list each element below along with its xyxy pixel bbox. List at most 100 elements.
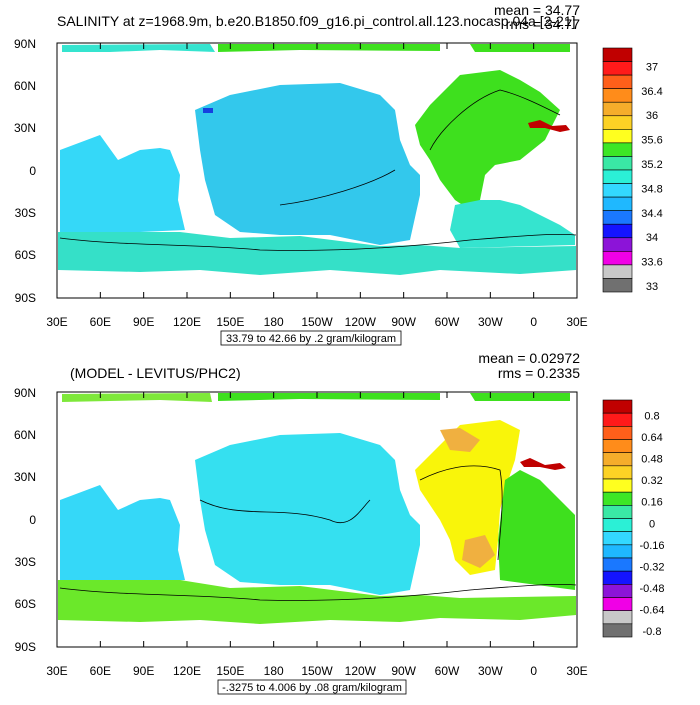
colorbar-swatch	[602, 623, 633, 638]
colorbar-label: 35.2	[641, 159, 662, 171]
panel2-orange-s	[462, 535, 495, 568]
x-tick-label: 180	[264, 315, 284, 329]
colorbar-label: 0.32	[641, 475, 662, 487]
x-tick-label: 90W	[391, 315, 416, 329]
colorbar-swatch	[602, 491, 633, 506]
x-tick-label: 30E	[566, 315, 587, 329]
colorbar-swatch	[602, 557, 633, 572]
panel1-med	[528, 120, 570, 132]
panel2-ytick: 90S	[15, 640, 36, 654]
x-tick-label: 90W	[391, 664, 416, 678]
colorbar-swatch	[602, 156, 633, 171]
panel1-arctic-green2	[470, 44, 570, 52]
colorbar-swatch	[602, 518, 633, 532]
colorbar-swatch	[602, 61, 633, 76]
panel2-contour-c	[419, 465, 503, 561]
panel2-ytick: 60N	[14, 428, 36, 442]
x-tick-label: 150W	[301, 315, 333, 329]
x-tick-label: 30E	[46, 315, 67, 329]
panel2-subtitle-frame	[217, 679, 407, 695]
colorbar-label: -0.64	[639, 604, 664, 616]
colorbar-label: 34.4	[641, 208, 662, 220]
x-tick-label: 0	[530, 664, 537, 678]
x-tick-label: 0	[530, 315, 537, 329]
x-tick-label: 60E	[90, 664, 111, 678]
x-tick-label: 180	[264, 664, 284, 678]
x-tick-label: 60E	[90, 315, 111, 329]
panel1-contour-c	[279, 169, 396, 206]
x-tick-label: 30W	[478, 664, 503, 678]
panel1-southern	[58, 232, 576, 275]
colorbar-swatch	[602, 183, 633, 198]
colorbar-swatch	[602, 439, 633, 453]
panel1-ytick: 30S	[15, 206, 36, 220]
panel2-arctic-c	[470, 393, 570, 401]
panel1-map	[58, 44, 577, 275]
colorbar-swatch	[602, 251, 633, 266]
panel2-orange-n	[440, 428, 480, 452]
panel1-contour-b	[429, 89, 561, 151]
colorbar-label: -0.8	[643, 626, 662, 638]
panel2-map	[58, 393, 577, 624]
colorbar-label: 0.8	[644, 411, 659, 423]
colorbar-swatch	[602, 399, 633, 414]
x-tick-label: 120E	[173, 315, 201, 329]
x-tick-label: 120W	[345, 315, 377, 329]
panel2-rms: rms = 0.2335	[498, 365, 580, 381]
x-tick-label: 150E	[216, 315, 244, 329]
colorbar-swatch	[602, 426, 633, 440]
panel1-atlantic-n	[415, 70, 560, 210]
panel1-y-axis: 90N 60N 30N 0 30S 60S 90S	[14, 37, 36, 305]
x-tick-label: 60W	[435, 315, 460, 329]
colorbar-label: 37	[646, 61, 658, 73]
colorbar-swatch	[602, 88, 633, 103]
colorbar-label: 0	[649, 518, 655, 530]
colorbar-label: 0.48	[641, 454, 662, 466]
colorbar-swatch	[602, 169, 633, 184]
x-tick-label: 30E	[566, 664, 587, 678]
panel1-ytick: 60S	[15, 248, 36, 262]
colorbar-swatch	[602, 610, 633, 625]
panel1-ytick: 60N	[14, 79, 36, 93]
colorbar-label: 34	[646, 232, 658, 244]
x-tick-label: 30W	[478, 315, 503, 329]
x-tick-label: 90E	[133, 664, 154, 678]
panel1-contour-a	[59, 233, 577, 251]
panel1-arctic	[62, 44, 215, 52]
panel-salinity: SALINITY at z=1968.9m, b.e20.B1850.f09_g…	[14, 2, 663, 346]
colorbar-label: -0.32	[639, 561, 664, 573]
colorbar-swatch	[602, 505, 633, 519]
colorbar-label: 34.8	[641, 183, 662, 195]
colorbar-swatch	[602, 142, 633, 157]
colorbar-swatch	[602, 584, 633, 598]
panel1-ytick: 90S	[15, 291, 36, 305]
panel2-ytick: 30N	[14, 470, 36, 484]
colorbar-swatch	[602, 196, 633, 211]
panel2-atlantic-green	[498, 470, 575, 590]
panel2-mean: mean = 0.02972	[478, 350, 580, 366]
x-tick-label: 30E	[46, 664, 67, 678]
x-tick-label: 90E	[133, 315, 154, 329]
panel2-arctic	[62, 393, 212, 402]
colorbar-swatch	[602, 531, 633, 546]
colorbar-swatch	[602, 115, 633, 130]
colorbar-swatch	[602, 237, 633, 252]
panel1-bluepatch	[203, 108, 213, 113]
colorbar-swatch	[602, 210, 633, 225]
panel2-title: (MODEL - LEVITUS/PHC2)	[70, 365, 241, 381]
colorbar-swatch	[602, 597, 633, 611]
panel1-indian	[60, 135, 185, 232]
colorbar-swatch	[602, 223, 633, 239]
panel1-pacific	[195, 83, 420, 245]
x-tick-label: 120E	[173, 664, 201, 678]
colorbar-swatch	[602, 544, 633, 559]
panel1-title: SALINITY at z=1968.9m, b.e20.B1850.f09_g…	[57, 13, 576, 29]
panel1-ytick: 30N	[14, 121, 36, 135]
colorbar-label: 0.64	[641, 432, 662, 444]
colorbar-label: 0.16	[641, 497, 662, 509]
panel2-atlantic-yellow	[415, 420, 520, 575]
panel2-subtitle: -.3275 to 4.006 by .08 gram/kilogram	[222, 682, 402, 694]
panel2-southern	[58, 580, 576, 624]
panel2-med	[520, 458, 566, 470]
